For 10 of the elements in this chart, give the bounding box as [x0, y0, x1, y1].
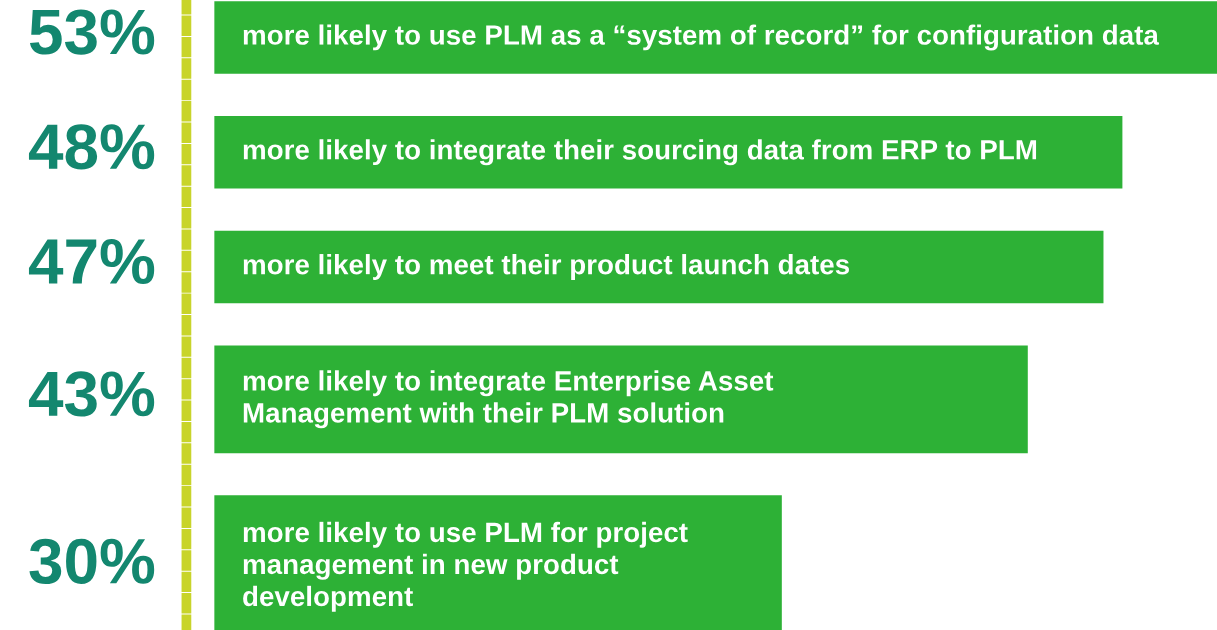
y-tick-label: more likely to use PLM for project management in new product development	[243, 521, 688, 612]
data-label: 30%	[29, 538, 155, 585]
y-tick-label: more likely to integrate Enterprise Asset Management with their PLM solution	[243, 370, 774, 429]
data-label: 43%	[28, 371, 155, 417]
y-tick-label: more likely to use PLM as a “system of record” for configuration data	[243, 24, 1160, 51]
data-label: 48%	[28, 124, 155, 170]
y-tick-label: more likely to meet their product launch dates	[243, 254, 849, 280]
data-label: 53%	[29, 9, 155, 55]
y-tick-label: more likely to integrate their sourcing data from ERP to PLM	[243, 139, 1037, 166]
data-label: 47%	[28, 239, 155, 285]
